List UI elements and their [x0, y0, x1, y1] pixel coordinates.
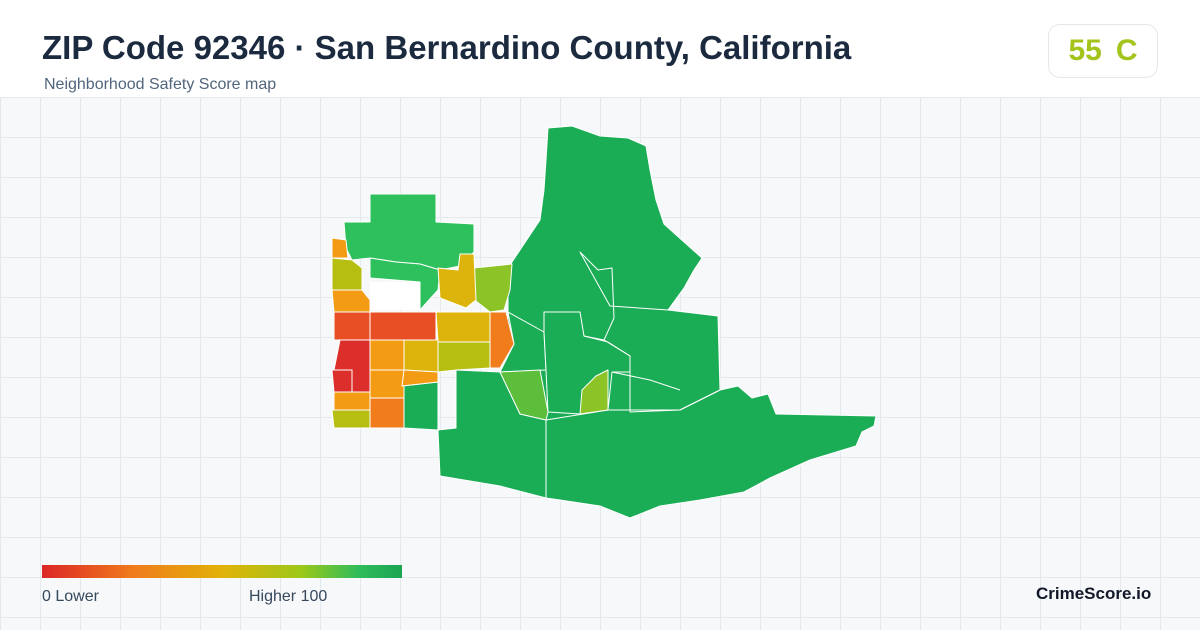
region-red-band[interactable] — [369, 311, 437, 341]
region-orange-a[interactable] — [369, 339, 405, 371]
region-hole — [370, 282, 420, 310]
region-west-orange[interactable] — [331, 289, 371, 313]
region-yellow-central[interactable] — [435, 311, 491, 343]
score-value: 55 — [1068, 34, 1102, 67]
header-band — [0, 0, 1200, 97]
region-orange-b[interactable] — [369, 369, 405, 399]
region-lime-north[interactable] — [471, 263, 513, 313]
brand-logo-text[interactable]: CrimeScore.io — [1036, 584, 1152, 603]
score-badge: 55 C — [1048, 24, 1158, 78]
region-orange-dark-south[interactable] — [369, 397, 405, 429]
region-lime-east[interactable] — [499, 369, 549, 421]
region-yellow-a[interactable] — [403, 339, 439, 373]
region-west-green[interactable] — [369, 257, 441, 311]
region-east-central[interactable] — [579, 251, 721, 413]
legend-min-label: 0 Lower — [42, 588, 99, 605]
region-yellowgreen-southwest[interactable] — [331, 409, 371, 429]
legend-gradient-bar — [42, 565, 402, 578]
internal-boundaries — [545, 335, 721, 421]
region-yellow-north[interactable] — [437, 253, 477, 309]
region-north-light[interactable] — [343, 193, 475, 271]
region-orange-c[interactable] — [401, 369, 439, 387]
score-grade: C — [1115, 34, 1138, 67]
page-title: ZIP Code 92346 · San Bernardino County, … — [42, 29, 852, 66]
region-yellowgreen-south[interactable] — [437, 341, 491, 373]
region-red-band-left[interactable] — [333, 311, 371, 341]
region-west-orange-top[interactable] — [331, 237, 349, 259]
region-southwest-green[interactable] — [401, 381, 439, 431]
region-red-small[interactable] — [331, 369, 353, 393]
region-orange-d[interactable] — [333, 391, 371, 411]
page-subtitle: Neighborhood Safety Score map — [44, 76, 277, 93]
legend-max-label: Higher 100 — [249, 588, 328, 605]
region-west-yellowgreen[interactable] — [331, 257, 363, 291]
